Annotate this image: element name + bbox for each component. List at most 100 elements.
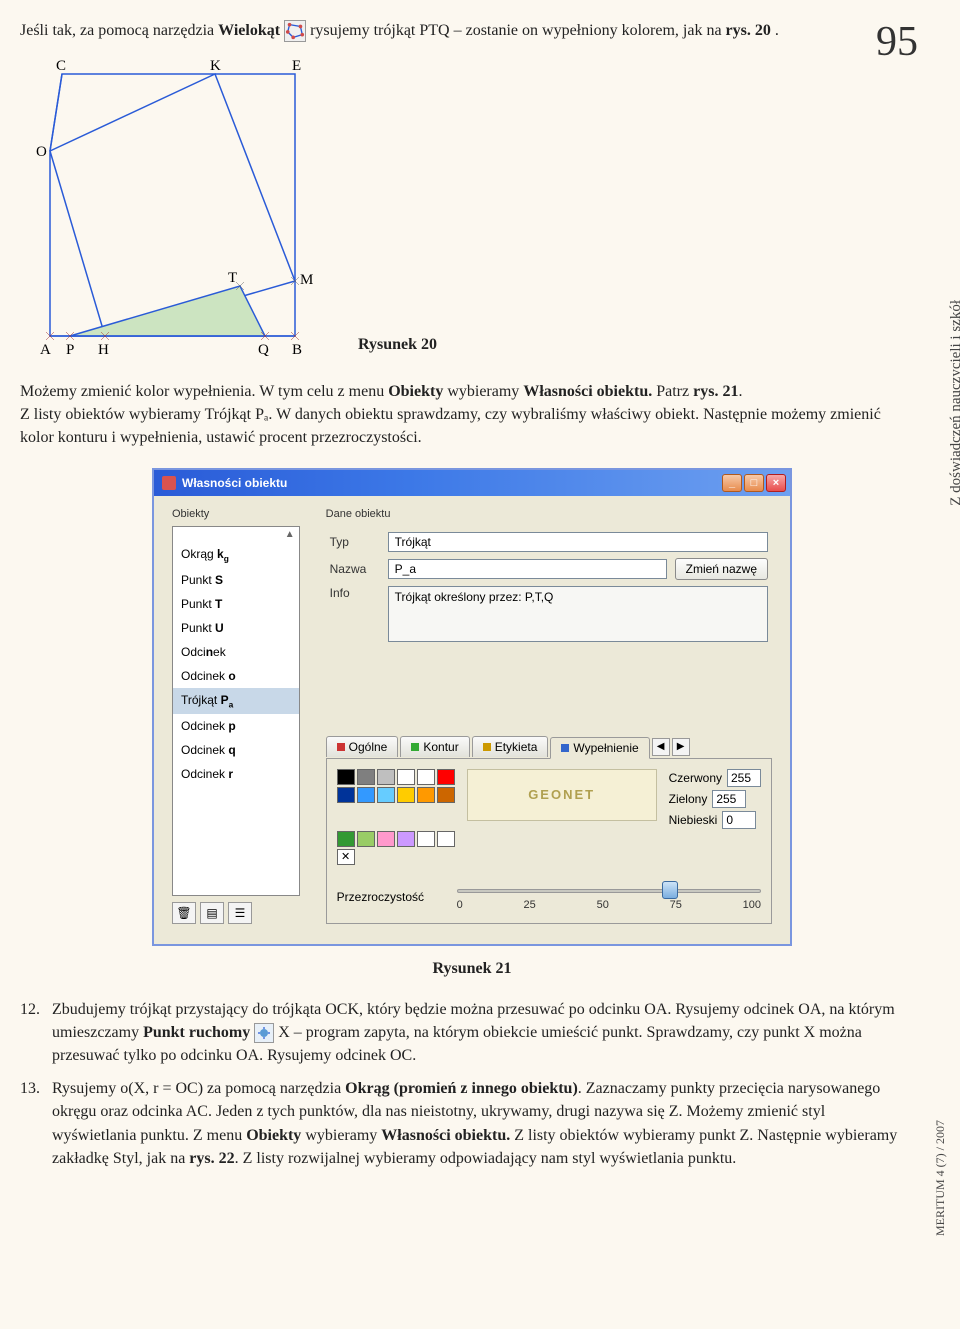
close-button[interactable]: × (766, 474, 786, 492)
color-swatch[interactable] (397, 831, 415, 847)
objects-list[interactable]: ▲Okrąg kgPunkt SPunkt TPunkt UOdcinek Od… (172, 526, 300, 896)
minimize-button[interactable]: _ (722, 474, 742, 492)
svg-text:Q: Q (258, 342, 269, 356)
color-swatch[interactable] (337, 769, 355, 785)
item13-b4: rys. 22 (189, 1150, 234, 1167)
rename-button[interactable]: Zmień nazwę (675, 558, 768, 580)
list-item[interactable]: Odcinek (173, 640, 299, 664)
sort-icon[interactable]: ☰ (228, 902, 252, 924)
color-swatch[interactable] (417, 787, 435, 803)
tab-wypełnienie[interactable]: Wypełnienie (550, 737, 649, 759)
item13-b3: Własności obiektu. (381, 1127, 510, 1144)
tab-scroll-arrow[interactable]: ◀ (652, 738, 670, 756)
type-label: Typ (330, 535, 380, 549)
svg-text:P: P (66, 342, 74, 356)
intro-tool-name: Wielokąt (218, 22, 280, 40)
list-view-icon[interactable]: ▤ (200, 902, 224, 924)
para1-t1: Możemy zmienić kolor wypełnienia. W tym … (20, 383, 388, 400)
list-item[interactable]: Okrąg kg (173, 542, 299, 568)
intro-prefix: Jeśli tak, za pomocą narzędzia (20, 22, 214, 40)
color-swatch[interactable] (377, 831, 395, 847)
item13-b2: Obiekty (246, 1127, 301, 1144)
svg-text:B: B (292, 342, 302, 356)
dialog-title: Własności obiektu (182, 476, 287, 490)
name-input[interactable] (388, 559, 667, 579)
color-swatch[interactable] (437, 831, 455, 847)
name-label: Nazwa (330, 562, 380, 576)
fill-tab-content: GEONET Czerwony Zielony Niebieski ✕ Prze… (326, 758, 772, 924)
geonext-logo: GEONET (467, 769, 657, 821)
item13-t5: . Z listy rozwijalnej wybieramy odpowiad… (235, 1150, 737, 1167)
objects-panel-title: Obiekty (166, 506, 306, 526)
delete-icon[interactable]: 🗑 (172, 902, 196, 924)
list-item-12: 12. Zbudujemy trójkąt przystający do tró… (20, 998, 900, 1068)
tab-kontur[interactable]: Kontur (400, 736, 469, 757)
para1-t3: Patrz (652, 383, 693, 400)
item12-b1: Punkt ruchomy (143, 1024, 250, 1041)
list-item[interactable]: Punkt U (173, 616, 299, 640)
details-panel-title: Dane obiektu (320, 506, 778, 526)
maximize-button[interactable]: □ (744, 474, 764, 492)
color-swatch[interactable] (357, 787, 375, 803)
color-swatch[interactable] (377, 787, 395, 803)
intro-dot: . (775, 22, 779, 40)
color-swatch[interactable] (357, 769, 375, 785)
para1-b1: Obiekty (388, 383, 443, 400)
list-item[interactable]: Punkt S (173, 568, 299, 592)
color-swatches[interactable] (337, 769, 455, 803)
type-value (388, 532, 768, 552)
slider-tick: 25 (524, 899, 536, 911)
svg-text:T: T (228, 270, 237, 286)
slider-tick: 50 (597, 899, 609, 911)
opacity-slider[interactable]: 0255075100 (457, 881, 761, 913)
info-value: Trójkąt określony przez: P,T,Q (388, 586, 768, 642)
slider-tick: 0 (457, 899, 463, 911)
svg-text:M: M (300, 272, 313, 288)
no-color-swatch[interactable]: ✕ (337, 849, 355, 865)
titlebar[interactable]: Własności obiektu _ □ × (154, 470, 790, 496)
color-swatch[interactable] (417, 769, 435, 785)
list-item[interactable]: Odcinek o (173, 664, 299, 688)
item-13-number: 13. (20, 1077, 46, 1170)
color-swatch[interactable] (397, 769, 415, 785)
tab-scroll-arrow[interactable]: ▶ (672, 738, 690, 756)
app-icon (162, 476, 176, 490)
para1-t2: wybieramy (443, 383, 523, 400)
list-item[interactable]: Odcinek p (173, 714, 299, 738)
color-swatch[interactable] (337, 831, 355, 847)
para1-b3: rys. 21 (693, 383, 738, 400)
para1-b2: Własności obiektu. (523, 383, 652, 400)
color-swatches-extra[interactable]: ✕ (337, 831, 761, 865)
svg-text:E: E (292, 58, 301, 74)
para1-t4: . (738, 383, 742, 400)
slider-tick: 100 (743, 899, 761, 911)
red-label: Czerwony (669, 771, 722, 785)
blue-input[interactable] (722, 811, 756, 829)
tabs-row: OgólneKonturEtykietaWypełnienie◀▶ (320, 736, 778, 758)
item13-t1: Rysujemy o(X, r = OC) za pomocą narzędzi… (52, 1080, 345, 1097)
properties-dialog: Własności obiektu _ □ × Obiekty ▲Okrąg k… (152, 468, 792, 946)
tab-ogólne[interactable]: Ogólne (326, 736, 399, 757)
color-swatch[interactable] (397, 787, 415, 803)
color-swatch[interactable] (357, 831, 375, 847)
list-item[interactable]: Odcinek r (173, 762, 299, 786)
list-item[interactable]: Punkt T (173, 592, 299, 616)
page-number: 95 (876, 18, 918, 66)
info-label: Info (330, 586, 380, 600)
color-swatch[interactable] (377, 769, 395, 785)
color-swatch[interactable] (337, 787, 355, 803)
list-item-13: 13. Rysujemy o(X, r = OC) za pomocą narz… (20, 1077, 900, 1170)
opacity-label: Przezroczystość (337, 890, 447, 904)
item13-b1: Okrąg (promień z innego obiektu) (345, 1080, 578, 1097)
blue-label: Niebieski (669, 813, 718, 827)
color-swatch[interactable] (437, 787, 455, 803)
list-item[interactable]: Trójkąt Pa (173, 688, 299, 714)
list-item[interactable]: Odcinek q (173, 738, 299, 762)
item13-t3: wybieramy (301, 1127, 381, 1144)
red-input[interactable] (727, 769, 761, 787)
green-input[interactable] (712, 790, 746, 808)
color-swatch[interactable] (437, 769, 455, 785)
color-swatch[interactable] (417, 831, 435, 847)
svg-text:A: A (40, 342, 51, 356)
tab-etykieta[interactable]: Etykieta (472, 736, 549, 757)
